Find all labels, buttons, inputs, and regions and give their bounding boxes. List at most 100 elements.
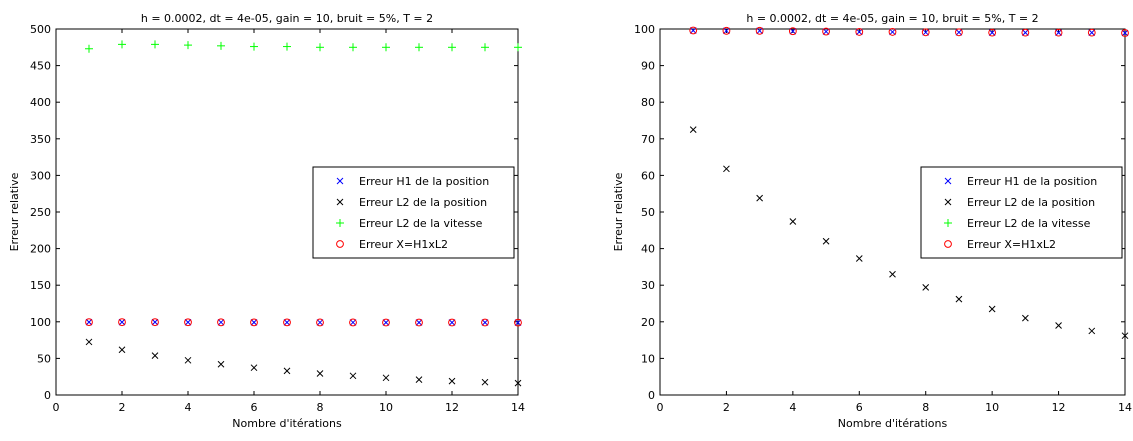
- series-3: [85, 40, 522, 53]
- data-point: [415, 318, 423, 327]
- legend-marker: [336, 177, 344, 185]
- x-tick-label: 0: [53, 401, 60, 414]
- x-axis-label: Nombre d'itérations: [838, 417, 948, 430]
- data-point: [217, 41, 225, 50]
- y-tick-label: 20: [641, 316, 655, 329]
- data-point: [151, 352, 159, 359]
- data-point: [118, 346, 126, 354]
- legend-label: Erreur H1 de la position: [967, 175, 1097, 188]
- data-point: [250, 318, 258, 327]
- y-tick-label: 100: [30, 316, 51, 329]
- data-point: [922, 28, 930, 36]
- y-tick-label: 50: [37, 352, 51, 365]
- data-point: [723, 27, 730, 35]
- data-point: [855, 255, 863, 262]
- data-point: [855, 28, 863, 36]
- data-point: [85, 338, 93, 346]
- data-point: [151, 318, 159, 326]
- data-point: [151, 318, 159, 327]
- data-point: [415, 319, 423, 326]
- y-tick-label: 400: [30, 96, 51, 109]
- x-tick-label: 6: [251, 401, 258, 414]
- x-tick-label: 10: [985, 401, 999, 414]
- data-point: [184, 318, 192, 327]
- data-point: [889, 28, 896, 36]
- y-tick-label: 60: [641, 169, 655, 182]
- chart-title: h = 0.0002, dt = 4e-05, gain = 10, bruit…: [141, 12, 433, 25]
- data-point: [789, 27, 797, 35]
- legend-marker: [944, 198, 952, 206]
- data-point: [1021, 28, 1030, 37]
- x-tick-label: 10: [379, 401, 393, 414]
- legend-label: Erreur X=H1xL2: [967, 238, 1056, 251]
- data-point: [689, 26, 698, 35]
- x-tick-label: 6: [856, 401, 863, 414]
- data-point: [316, 370, 324, 377]
- chart-1: h = 0.0002, dt = 4e-05, gain = 10, bruit…: [8, 12, 525, 430]
- data-point: [316, 319, 324, 326]
- data-point: [217, 360, 225, 368]
- legend-marker: [336, 240, 344, 248]
- data-point: [514, 318, 522, 327]
- y-tick-label: 350: [30, 133, 51, 146]
- data-point: [514, 319, 522, 326]
- data-point: [448, 377, 456, 385]
- legend-marker: [944, 219, 952, 227]
- data-point: [755, 26, 764, 35]
- x-tick-label: 8: [922, 401, 929, 414]
- data-point: [1055, 322, 1062, 329]
- data-point: [822, 28, 830, 35]
- series-1: [689, 27, 1129, 37]
- y-axis-label: Erreur relative: [8, 172, 21, 251]
- y-tick-label: 100: [634, 23, 655, 36]
- data-point: [382, 318, 390, 327]
- markers: [689, 26, 1129, 340]
- data-point: [184, 318, 192, 326]
- data-point: [316, 318, 324, 327]
- data-point: [349, 319, 357, 326]
- legend-marker: [944, 240, 952, 248]
- data-point: [514, 379, 522, 387]
- data-point: [85, 44, 93, 53]
- series-4: [85, 318, 522, 327]
- data-point: [250, 319, 258, 326]
- data-point: [85, 318, 93, 326]
- y-tick-label: 0: [648, 389, 655, 402]
- x-tick-label: 12: [445, 401, 459, 414]
- data-point: [1087, 28, 1096, 37]
- y-tick-label: 10: [641, 352, 655, 365]
- data-point: [988, 305, 996, 313]
- data-point: [250, 42, 258, 51]
- data-point: [689, 126, 697, 134]
- y-tick-label: 50: [641, 206, 655, 219]
- data-point: [1088, 327, 1096, 335]
- data-point: [217, 318, 225, 327]
- series-4: [689, 26, 1129, 37]
- data-point: [349, 372, 357, 380]
- data-point: [855, 28, 864, 36]
- legend-box: [920, 166, 1123, 259]
- data-point: [415, 376, 423, 383]
- data-point: [448, 318, 456, 327]
- legend-label: Erreur X=H1xL2: [359, 238, 448, 251]
- data-point: [283, 318, 291, 327]
- data-point: [184, 41, 192, 50]
- chart-title: h = 0.0002, dt = 4e-05, gain = 10, bruit…: [746, 12, 1038, 25]
- data-point: [151, 40, 159, 49]
- data-point: [1055, 29, 1062, 37]
- data-point: [382, 374, 390, 382]
- data-point: [756, 27, 763, 35]
- y-tick-label: 500: [30, 23, 51, 36]
- data-point: [789, 218, 797, 225]
- data-point: [955, 28, 963, 37]
- data-point: [1022, 29, 1029, 37]
- data-point: [1121, 332, 1129, 340]
- data-point: [481, 319, 489, 326]
- y-tick-label: 80: [641, 96, 655, 109]
- series-2: [689, 126, 1129, 340]
- legend-label: Erreur L2 de la position: [967, 196, 1095, 209]
- x-tick-label: 8: [317, 401, 324, 414]
- data-point: [283, 319, 291, 326]
- x-tick-label: 12: [1052, 401, 1066, 414]
